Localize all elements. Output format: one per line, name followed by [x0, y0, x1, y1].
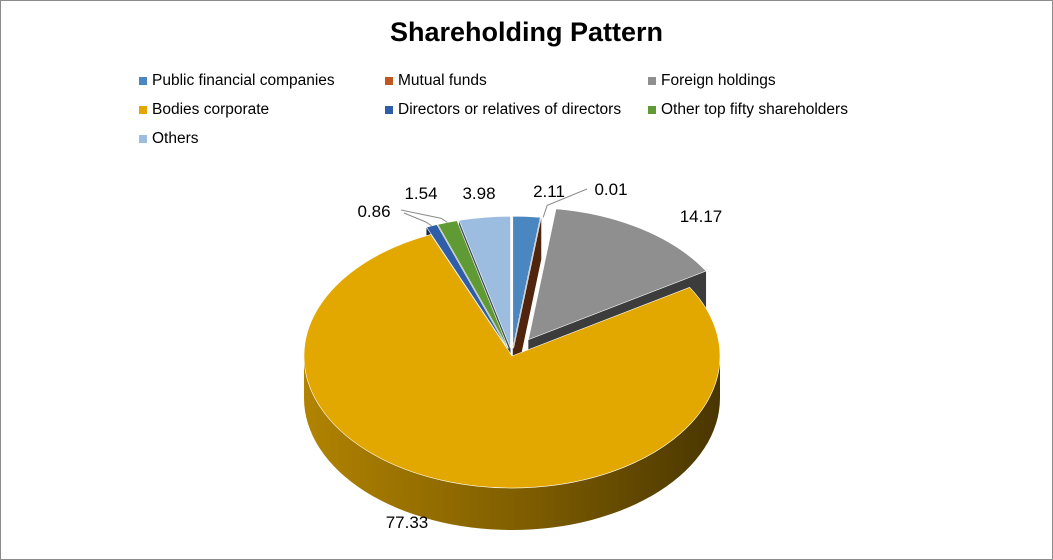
legend-item-public-financial-companies: Public financial companies [139, 72, 385, 90]
legend-label: Mutual funds [398, 72, 487, 89]
legend: Public financial companies Mutual funds … [139, 72, 1039, 148]
slice-bodies-corporate [303, 234, 721, 489]
legend-item-other-top-fifty: Other top fifty shareholders [648, 101, 908, 119]
leader-line [400, 209, 448, 223]
legend-swatch [385, 106, 393, 114]
legend-swatch [139, 135, 147, 143]
leader-line [542, 188, 588, 218]
legend-item-mutual-funds: Mutual funds [385, 72, 648, 90]
legend-label: Other top fifty shareholders [661, 101, 848, 118]
chart-title: Shareholding Pattern [389, 17, 664, 47]
slice-side-1 [513, 217, 542, 391]
data-labels: 2.11 0.01 14.17 77.33 0.86 1.54 3.98 [357, 180, 722, 532]
data-label-mutual-funds: 0.01 [594, 180, 627, 199]
slice-public-financial-companies [512, 215, 541, 349]
legend-label: Foreign holdings [661, 72, 776, 89]
legend-label: Bodies corporate [152, 101, 270, 118]
data-label-foreign-holdings: 14.17 [680, 207, 723, 226]
legend-label: Others [152, 130, 199, 147]
data-label-bodies-corporate: 77.33 [386, 513, 429, 532]
legend-label: Public financial companies [152, 72, 335, 89]
leader-line [403, 212, 432, 227]
legend-swatch [385, 77, 393, 85]
legend-swatch [648, 106, 656, 114]
slice-others [458, 215, 511, 349]
slice-foreign-holdings [527, 208, 707, 341]
legend-swatch [648, 77, 656, 85]
legend-swatch [139, 106, 147, 114]
legend-item-directors: Directors or relatives of directors [385, 101, 648, 119]
data-label-directors-or-relatives-of-directors: 0.86 [357, 202, 390, 221]
pie-tops [303, 208, 721, 489]
legend-swatch [139, 77, 147, 85]
slice-mutual-funds [513, 217, 542, 349]
legend-label: Directors or relatives of directors [398, 101, 622, 118]
data-label-other-top-fifty-shareholders: 1.54 [404, 184, 437, 203]
data-label-others: 3.98 [462, 184, 495, 203]
legend-item-foreign-holdings: Foreign holdings [648, 72, 908, 90]
legend-item-bodies-corporate: Bodies corporate [139, 101, 385, 119]
legend-item-others: Others [139, 130, 385, 148]
data-label-public-financial-companies: 2.11 [533, 182, 565, 201]
